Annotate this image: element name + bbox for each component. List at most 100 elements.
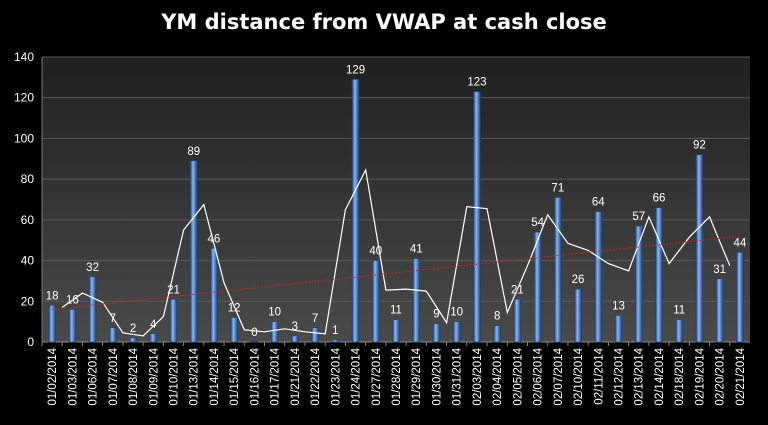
bar	[270, 321, 279, 343]
x-axis-ticks: 01/02/2014 01/03/2014 01/06/2014 01/07/2014…	[41, 342, 747, 406]
x-tick-label: 01/24/2014	[351, 347, 363, 405]
bar	[230, 317, 238, 343]
data-label: 41	[410, 244, 423, 256]
x-tick-label: 01/13/2014	[189, 347, 201, 405]
data-label: 57	[632, 211, 645, 223]
data-label: 21	[167, 284, 180, 296]
bar	[533, 231, 542, 343]
bar	[452, 321, 461, 343]
data-label: 89	[187, 146, 200, 158]
data-label: 13	[612, 301, 625, 313]
data-label: 129	[346, 64, 365, 76]
bar	[655, 207, 663, 343]
bar	[412, 258, 420, 343]
x-tick-label: 01/15/2014	[229, 347, 241, 405]
x-tick-label: 02/11/2014	[593, 347, 605, 404]
data-label: 40	[369, 246, 382, 258]
x-tick-label: 02/18/2014	[674, 347, 686, 405]
data-label: 9	[433, 309, 439, 321]
gridlines	[41, 56, 750, 343]
bar	[189, 160, 198, 343]
bar	[715, 278, 724, 343]
chart-title: YM distance from VWAP at cash close	[161, 10, 607, 34]
x-tick-label: 02/13/2014	[634, 347, 646, 405]
x-tick-label: 01/07/2014	[108, 347, 120, 405]
data-label: 26	[572, 274, 585, 286]
x-tick-label: 02/04/2014	[492, 347, 504, 405]
data-label: 1	[332, 325, 338, 337]
bar	[392, 319, 400, 343]
data-label: 44	[733, 237, 746, 249]
data-label: 64	[592, 197, 605, 209]
data-label: 18	[46, 290, 59, 302]
bar	[513, 299, 522, 343]
bar	[614, 315, 623, 343]
plot-area	[42, 57, 750, 342]
y-tick-label: 140	[14, 50, 34, 64]
data-label: 12	[228, 303, 241, 315]
bar	[695, 154, 704, 343]
bar	[311, 327, 319, 343]
data-label: 54	[531, 217, 544, 229]
bar	[210, 248, 218, 343]
x-tick-label: 02/06/2014	[533, 347, 545, 405]
x-tick-label: 01/09/2014	[148, 347, 160, 405]
data-label: 10	[268, 307, 281, 319]
x-tick-label: 01/03/2014	[67, 347, 79, 405]
bar	[634, 225, 643, 343]
x-tick-label: 02/07/2014	[553, 347, 565, 405]
overlay-lines	[52, 168, 740, 337]
data-label: 92	[693, 140, 706, 152]
data-label: 16	[66, 294, 79, 306]
bar	[554, 197, 562, 343]
bar	[88, 276, 97, 343]
bar	[432, 323, 441, 343]
x-tick-label: 01/14/2014	[209, 347, 221, 405]
y-tick-label: 100	[14, 131, 34, 145]
x-tick-label: 01/22/2014	[310, 347, 322, 405]
x-tick-label: 01/10/2014	[168, 347, 180, 405]
moving-average-line	[61, 168, 731, 337]
x-tick-label: 01/08/2014	[128, 347, 140, 405]
x-tick-label: 01/02/2014	[47, 347, 59, 405]
x-tick-label: 02/10/2014	[573, 347, 585, 405]
x-tick-label: 01/16/2014	[249, 347, 261, 405]
data-label: 7	[110, 313, 116, 325]
data-label: 8	[494, 311, 500, 323]
y-tick-label: 0	[27, 335, 34, 349]
bar	[473, 91, 481, 343]
y-tick-label: 20	[21, 294, 35, 308]
x-tick-label: 02/20/2014	[715, 347, 727, 405]
bar	[675, 319, 683, 343]
bar	[169, 299, 178, 343]
bar	[594, 211, 603, 343]
bar	[68, 309, 77, 343]
x-tick-label: 01/29/2014	[411, 347, 423, 405]
bar	[351, 79, 360, 343]
data-label: 21	[511, 284, 524, 296]
x-tick-label: 01/31/2014	[452, 347, 464, 405]
x-tick-label: 01/17/2014	[270, 347, 282, 405]
data-label: 4	[150, 319, 157, 331]
y-tick-label: 120	[14, 91, 34, 105]
bar	[129, 337, 137, 343]
data-label: 0	[251, 327, 257, 339]
x-tick-label: 02/05/2014	[512, 347, 524, 405]
x-tick-label: 02/14/2014	[654, 347, 666, 405]
bar	[109, 327, 117, 343]
data-label: 31	[713, 264, 726, 276]
y-axis-ticks: 0 20 40 60 80 100 120 140	[14, 50, 34, 349]
data-label: 32	[86, 262, 99, 274]
x-tick-label: 01/27/2014	[371, 347, 383, 405]
data-label: 3	[292, 321, 298, 333]
data-label: 46	[208, 233, 221, 245]
bar	[736, 252, 744, 343]
x-tick-label: 01/28/2014	[391, 347, 403, 405]
bar	[331, 339, 340, 343]
data-label: 123	[467, 77, 486, 89]
x-tick-label: 02/12/2014	[614, 347, 626, 405]
x-tick-label: 02/19/2014	[694, 347, 706, 405]
